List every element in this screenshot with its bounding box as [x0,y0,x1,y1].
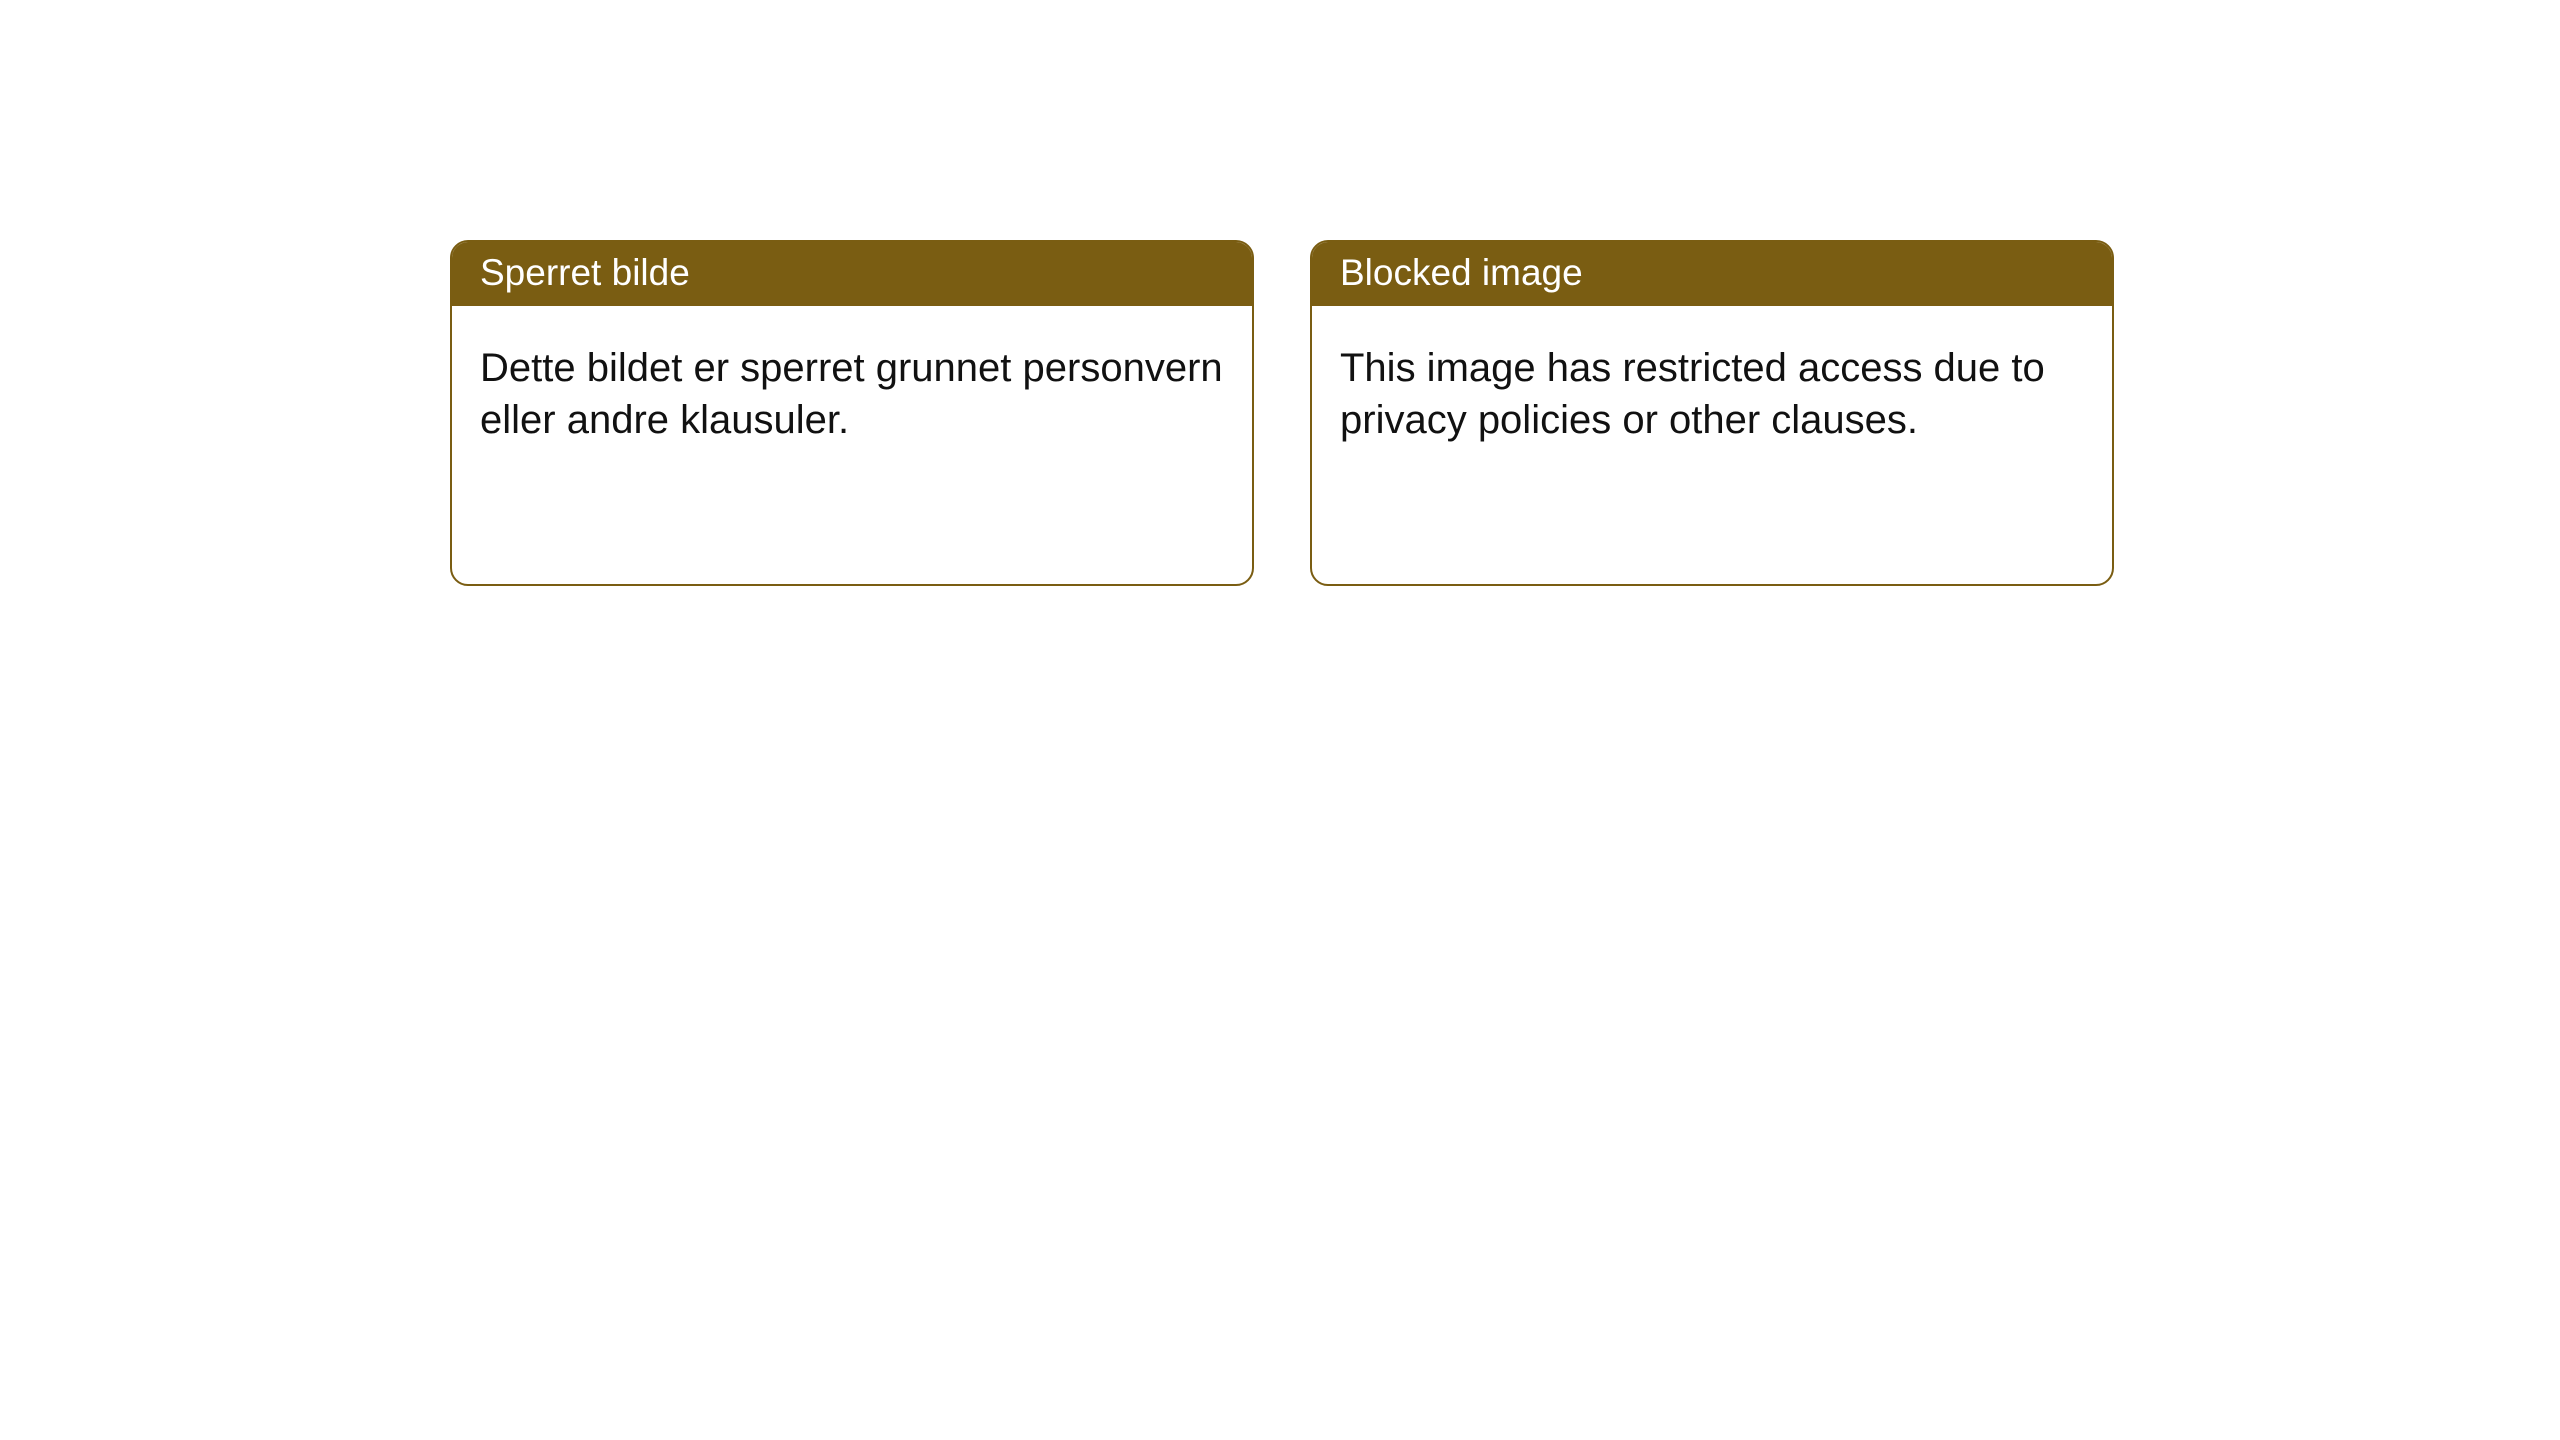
notice-title: Blocked image [1312,242,2112,306]
notice-card-norwegian: Sperret bilde Dette bildet er sperret gr… [450,240,1254,586]
notice-body: This image has restricted access due to … [1312,306,2112,584]
notice-card-english: Blocked image This image has restricted … [1310,240,2114,586]
notice-title: Sperret bilde [452,242,1252,306]
notice-container: Sperret bilde Dette bildet er sperret gr… [0,0,2560,586]
notice-body: Dette bildet er sperret grunnet personve… [452,306,1252,584]
